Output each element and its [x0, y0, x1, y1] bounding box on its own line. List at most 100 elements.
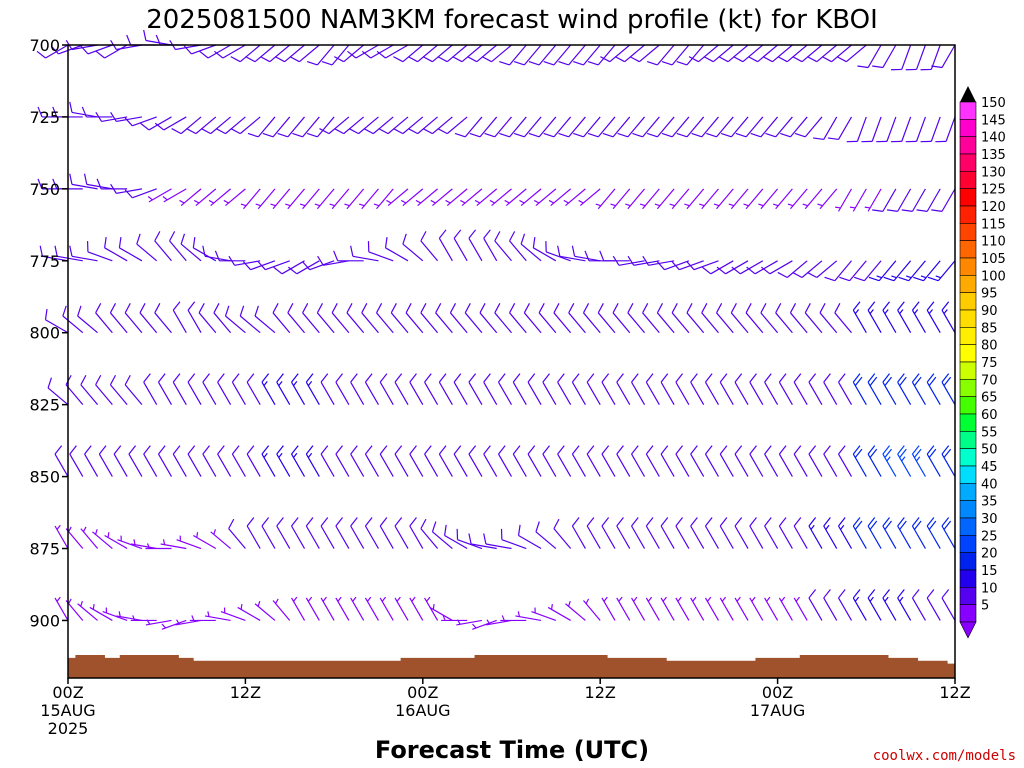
barb-staff: [878, 260, 897, 282]
wind-barb: [867, 589, 882, 621]
barb-staff: [464, 312, 483, 334]
barb-flag: [704, 445, 713, 455]
barb-flag: [200, 128, 211, 135]
wind-barb: [675, 445, 690, 477]
wind-barb: [557, 373, 572, 405]
wind-barb: [686, 303, 705, 334]
wind-barb: [515, 611, 542, 622]
wind-barb: [118, 237, 143, 262]
barb-staff: [417, 116, 438, 135]
wind-barb: [535, 521, 557, 549]
wind-barb: [456, 619, 483, 626]
barb-staff: [195, 116, 217, 135]
barb-staff: [893, 260, 912, 282]
barb-staff: [148, 116, 172, 131]
wind-barb: [299, 188, 320, 210]
wind-barb: [472, 619, 497, 630]
wind-barb: [291, 596, 306, 621]
barb-staff: [754, 260, 778, 275]
barb-staff: [778, 453, 793, 477]
barb-half-flag: [373, 203, 380, 207]
barb-staff: [446, 44, 468, 63]
wind-barb: [483, 533, 512, 550]
wind-barb: [807, 44, 838, 63]
wind-barb: [246, 445, 261, 477]
barb-staff: [882, 525, 897, 549]
wind-barb: [376, 44, 409, 59]
wind-barb: [837, 373, 853, 405]
barb-flag: [124, 189, 133, 199]
barb-flag: [494, 303, 501, 314]
barb-flag: [239, 305, 245, 317]
wind-barb: [701, 260, 734, 275]
barb-staff: [494, 312, 512, 334]
wind-barb: [361, 303, 379, 334]
barb-staff: [660, 597, 675, 621]
barb-flag: [614, 56, 625, 63]
wind-barb: [407, 116, 438, 135]
barb-half-flag: [278, 381, 283, 386]
barb-flag: [890, 68, 902, 71]
wind-barb: [890, 116, 912, 143]
wind-barb: [402, 233, 424, 262]
barb-staff: [660, 453, 675, 477]
wind-barb: [430, 188, 453, 207]
wind-barb: [320, 373, 335, 405]
barb-flag: [778, 373, 787, 383]
barb-half-flag: [876, 275, 882, 279]
wind-barb: [172, 301, 187, 334]
wind-barb: [348, 116, 379, 135]
barb-half-flag: [56, 596, 61, 602]
barb-flag: [931, 209, 943, 212]
wind-barb: [179, 188, 202, 207]
wind-barb: [291, 445, 306, 477]
barb-staff: [616, 525, 631, 549]
barb-flag: [214, 250, 220, 262]
barb-staff: [645, 597, 660, 621]
wind-barb: [675, 517, 690, 549]
barb-half-flag: [684, 203, 690, 207]
barb-staff: [686, 188, 705, 210]
barb-staff: [287, 188, 305, 210]
barb-flag: [941, 589, 950, 599]
barb-staff: [272, 116, 291, 138]
barb-staff: [897, 188, 912, 212]
wind-barb: [926, 589, 941, 621]
wind-barb: [645, 445, 660, 477]
wind-barb: [793, 445, 808, 477]
barb-staff: [446, 116, 468, 135]
wind-barb: [217, 373, 232, 405]
wind-barb: [676, 116, 705, 138]
barb-half-flag: [207, 611, 210, 617]
wind-barb: [704, 596, 719, 621]
barb-flag: [586, 445, 595, 455]
barb-staff: [350, 597, 365, 621]
wind-barb: [124, 374, 143, 406]
barb-staff: [690, 381, 705, 405]
barb-staff: [627, 188, 646, 210]
wind-barb: [305, 596, 320, 621]
wind-barb: [175, 619, 202, 626]
wind-barb: [571, 445, 586, 477]
wind-barb: [789, 303, 808, 334]
barb-staff: [793, 381, 808, 405]
wind-barb: [474, 188, 498, 207]
barb-flag: [438, 373, 447, 383]
wind-barb: [89, 604, 113, 621]
wind-barb: [690, 596, 705, 621]
x-tick-label: 00Z: [762, 683, 793, 702]
wind-barb: [690, 517, 705, 549]
barb-staff: [479, 312, 498, 334]
wind-barb: [834, 303, 852, 334]
barb-staff: [698, 44, 719, 63]
barb-flag: [890, 140, 902, 143]
barb-flag: [645, 373, 654, 383]
colorbar-swatch: [959, 517, 977, 536]
barb-staff: [281, 260, 305, 275]
wind-barb: [257, 260, 290, 271]
wind-barb: [586, 445, 601, 477]
barb-flag: [675, 373, 684, 383]
barb-staff: [180, 116, 202, 135]
wind-barb: [500, 528, 527, 550]
barb-flag: [481, 56, 492, 63]
